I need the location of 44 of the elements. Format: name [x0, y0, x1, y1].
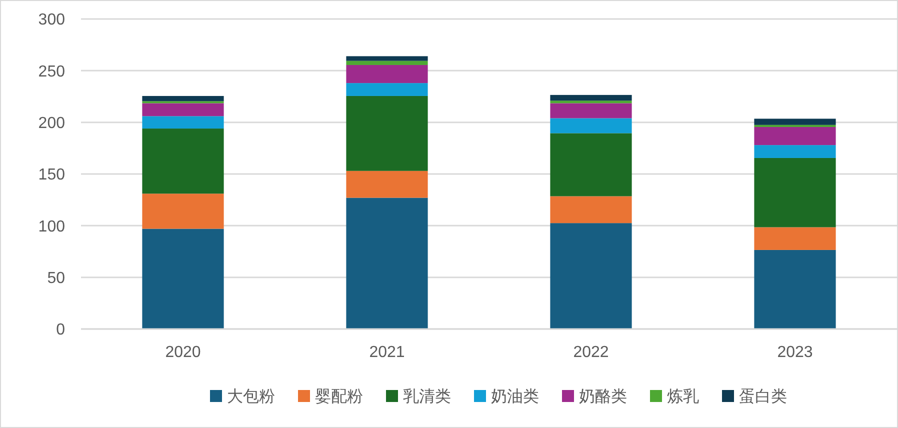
x-tick-label: 2022 — [573, 344, 609, 361]
bar — [550, 133, 632, 196]
bar — [754, 227, 836, 250]
bar — [142, 128, 224, 194]
bar — [754, 250, 836, 329]
y-tick-label: 100 — [38, 218, 66, 236]
bar — [142, 96, 224, 102]
x-tick-label: 2023 — [777, 344, 813, 361]
bar — [346, 170, 428, 198]
bar — [550, 118, 632, 134]
bar — [550, 94, 632, 101]
bar — [550, 100, 632, 104]
bar — [754, 126, 836, 146]
legend-label: 大包粉 — [227, 388, 275, 406]
y-tick-label: 0 — [56, 322, 66, 339]
y-tick-label: 200 — [38, 114, 66, 132]
legend-label: 炼乳 — [667, 388, 699, 406]
bar — [346, 56, 428, 61]
legend-label: 蛋白类 — [739, 388, 787, 406]
bar — [550, 103, 632, 118]
x-tick-label: 2021 — [369, 344, 405, 361]
bar — [754, 145, 836, 158]
bar — [142, 194, 224, 229]
legend-label: 奶油类 — [491, 388, 539, 406]
legend-label: 乳清类 — [403, 388, 451, 406]
bar — [346, 60, 428, 65]
bar — [346, 198, 428, 329]
bar — [142, 228, 224, 329]
y-tick-label: 150 — [38, 166, 66, 184]
bar — [346, 96, 428, 171]
y-tick-label: 50 — [47, 270, 66, 287]
bar — [142, 116, 224, 129]
bar — [346, 83, 428, 96]
bar — [550, 196, 632, 224]
bar — [754, 118, 836, 125]
x-tick-label: 2020 — [165, 344, 201, 361]
y-tick-label: 250 — [38, 63, 66, 80]
bar — [754, 158, 836, 228]
legend-label: 奶酪类 — [579, 388, 627, 406]
y-tick-label: 300 — [38, 12, 66, 29]
legend-label: 婴配粉 — [315, 388, 363, 406]
bar — [550, 223, 632, 329]
bar — [142, 103, 224, 116]
bar — [346, 64, 428, 84]
